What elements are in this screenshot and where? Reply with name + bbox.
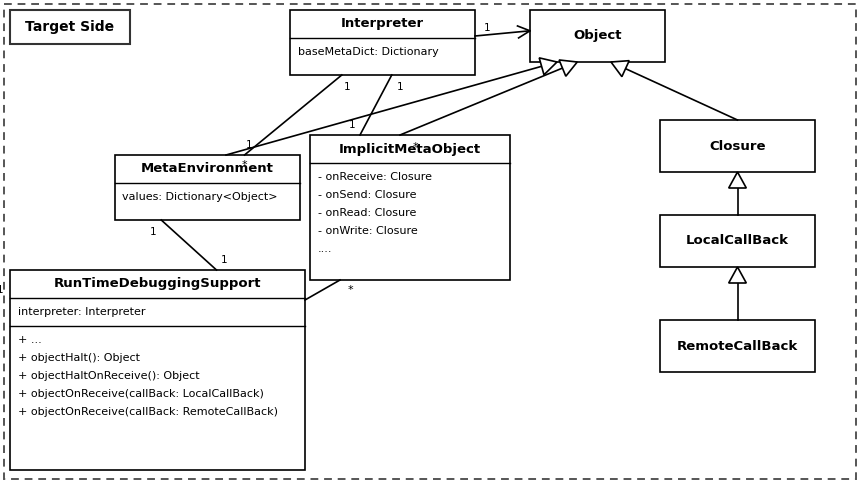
Text: - onSend: Closure: - onSend: Closure (317, 190, 416, 200)
Polygon shape (559, 60, 577, 76)
Text: + ...: + ... (17, 335, 41, 345)
Bar (10, 10, 130, 44)
Text: 1: 1 (348, 120, 355, 130)
Bar (660, 215, 815, 267)
Polygon shape (611, 61, 630, 77)
Text: + objectHaltOnReceive(): Object: + objectHaltOnReceive(): Object (17, 371, 200, 381)
Text: LocalCallBack: LocalCallBack (686, 235, 789, 247)
Text: Interpreter: Interpreter (341, 17, 424, 30)
Text: 1: 1 (246, 140, 253, 150)
Polygon shape (728, 172, 746, 188)
Text: Target Side: Target Side (26, 20, 114, 34)
Text: baseMetaDict: Dictionary: baseMetaDict: Dictionary (298, 47, 439, 57)
Text: 1: 1 (483, 23, 490, 33)
Bar (660, 320, 815, 372)
Text: *: * (241, 160, 247, 170)
Bar (660, 120, 815, 172)
Text: - onRead: Closure: - onRead: Closure (317, 208, 416, 218)
Text: MetaEnvironment: MetaEnvironment (141, 162, 274, 175)
Bar (115, 155, 300, 220)
Text: values: Dictionary<Object>: values: Dictionary<Object> (122, 192, 278, 202)
Text: *: * (412, 142, 418, 152)
Text: ImplicitMetaObject: ImplicitMetaObject (339, 142, 481, 156)
Text: - onReceive: Closure: - onReceive: Closure (317, 172, 432, 182)
Text: Closure: Closure (710, 140, 765, 153)
Text: + objectHalt(): Object: + objectHalt(): Object (17, 353, 139, 363)
Bar (290, 10, 475, 75)
Text: + objectOnReceive(callBack: LocalCallBack): + objectOnReceive(callBack: LocalCallBac… (17, 389, 263, 399)
Text: 1: 1 (396, 82, 403, 92)
Text: 1: 1 (150, 227, 157, 237)
Text: - onWrite: Closure: - onWrite: Closure (317, 226, 417, 236)
Text: *: * (347, 285, 353, 295)
Text: ....: .... (317, 244, 332, 254)
Text: Object: Object (574, 29, 622, 43)
Text: RemoteCallBack: RemoteCallBack (677, 340, 798, 353)
Bar (530, 10, 665, 62)
Bar (10, 270, 305, 470)
Polygon shape (539, 58, 557, 75)
Text: + objectOnReceive(callBack: RemoteCallBack): + objectOnReceive(callBack: RemoteCallBa… (17, 407, 278, 417)
Text: 1: 1 (343, 82, 350, 92)
Text: 1: 1 (221, 255, 228, 265)
Polygon shape (728, 267, 746, 283)
Bar (310, 135, 510, 280)
Text: 1: 1 (0, 285, 3, 295)
Text: RunTimeDebuggingSupport: RunTimeDebuggingSupport (53, 278, 261, 290)
Text: interpreter: Interpreter: interpreter: Interpreter (17, 307, 145, 317)
